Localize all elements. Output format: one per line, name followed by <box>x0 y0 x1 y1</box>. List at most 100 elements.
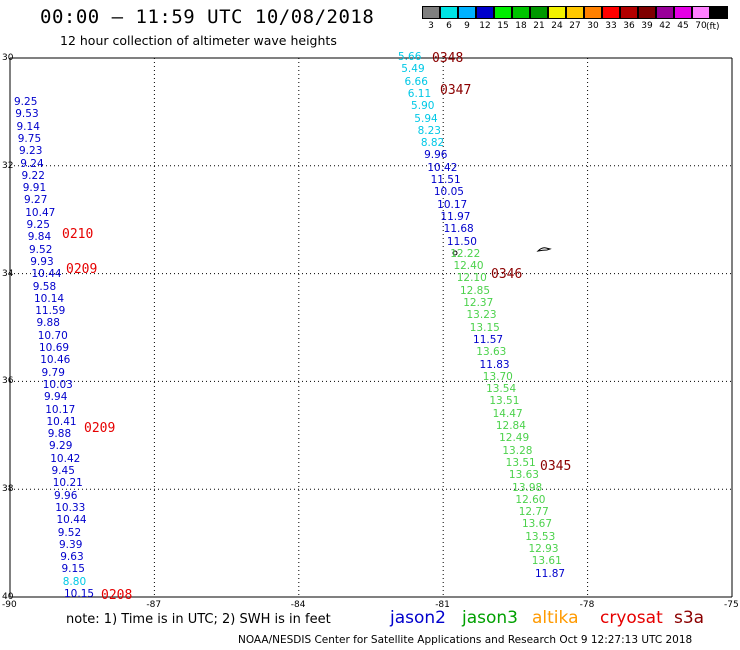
x-tick-label: -75 <box>724 600 739 610</box>
swh-value: 10.17 <box>437 198 468 211</box>
satellite-key-s3a: s3a <box>674 608 705 628</box>
pass-time-label: 0209 <box>66 262 98 277</box>
legend-label: 27 <box>569 21 581 31</box>
swh-value: 9.29 <box>49 440 73 453</box>
y-tick-label: 30 <box>2 53 14 63</box>
satellite-key-jason2: jason2 <box>390 608 446 628</box>
swh-value: 9.52 <box>57 526 82 539</box>
swh-value: 9.25 <box>14 96 38 108</box>
legend-color-box <box>583 6 602 19</box>
legend-color-box <box>691 6 710 19</box>
x-tick-label: -90 <box>2 600 17 610</box>
swh-value: 10.14 <box>34 292 65 305</box>
swh-value: 12.84 <box>495 420 526 432</box>
legend-label: 15 <box>497 21 509 31</box>
swh-value: 10.47 <box>25 206 56 219</box>
legend-color-box <box>439 6 458 19</box>
satellite-key-jason3: jason3 <box>462 608 518 628</box>
legend-label: 33 <box>605 21 617 31</box>
color-legend: 3 6 9 12 15 18 21 24 27 30 33 36 39 42 45 70 <box>421 6 728 31</box>
legend-label: 30 <box>587 21 599 31</box>
swh-value: 12.40 <box>453 260 484 273</box>
swh-value: 8.23 <box>417 124 441 137</box>
island-marker <box>452 250 458 256</box>
y-tick-label: 38 <box>2 484 14 495</box>
swh-value: 9.88 <box>36 317 60 330</box>
x-tick-label: -84 <box>290 600 306 610</box>
legend-label: 39 <box>641 21 653 31</box>
swh-value: 10.03 <box>42 378 73 391</box>
swh-value: 10.21 <box>52 477 83 490</box>
swh-value: 6.11 <box>407 87 432 100</box>
swh-value: 9.93 <box>30 255 54 268</box>
swh-value: 13.23 <box>466 309 497 322</box>
pass-time-label: 0210 <box>62 227 94 242</box>
swh-value: 13.63 <box>476 346 507 359</box>
swh-value: 9.39 <box>59 538 83 551</box>
page-title: 00:00 — 11:59 UTC 10/08/2018 <box>40 6 375 28</box>
legend-color-box <box>565 6 584 19</box>
footer-credit: NOAA/NESDIS Center for Satellite Applica… <box>238 634 693 646</box>
pass-time-label: 0346 <box>491 267 523 282</box>
swh-value: 11.51 <box>430 174 461 186</box>
legend-swatch: 21 <box>529 6 548 31</box>
legend-swatch: 39 <box>637 6 656 31</box>
swh-value: 11.59 <box>35 305 66 318</box>
swh-value: 9.58 <box>32 280 57 293</box>
swh-value: 6.66 <box>404 75 428 88</box>
legend-label: 6 <box>446 21 452 31</box>
swh-value: 12.49 <box>499 432 530 445</box>
swh-value: 12.93 <box>528 543 559 555</box>
swh-value: 13.61 <box>531 555 562 568</box>
swh-value: 9.15 <box>61 563 85 576</box>
legend-swatch: 30 <box>583 6 602 31</box>
swh-value: 11.97 <box>440 210 471 223</box>
swh-value: 5.94 <box>414 112 438 125</box>
swh-value: 14.47 <box>492 407 523 420</box>
legend-color-box <box>673 6 692 19</box>
legend-unit: (ft) <box>706 22 720 32</box>
legend-color-box <box>547 6 566 19</box>
swh-value: 10.15 <box>64 588 95 600</box>
y-tick-label: 32 <box>2 160 14 171</box>
legend-label: 9 <box>464 21 470 31</box>
swh-value: 9.22 <box>21 169 45 182</box>
pass-time-label: 0348 <box>432 51 464 66</box>
legend-swatch: 3 <box>421 6 440 31</box>
coastline-fragment <box>536 247 552 252</box>
y-tick-label: 40 <box>2 592 14 602</box>
pass-time-label: 0208 <box>101 588 133 603</box>
swh-value: 9.63 <box>60 551 84 564</box>
legend-color-box <box>493 6 512 19</box>
swh-value: 9.88 <box>47 428 72 441</box>
legend-label: 36 <box>623 21 635 31</box>
swh-value: 10.42 <box>50 452 81 465</box>
swh-value: 9.94 <box>44 391 68 404</box>
swh-value: 10.41 <box>46 415 77 428</box>
legend-swatch: 70 <box>691 6 710 31</box>
x-tick-label: -78 <box>579 600 595 610</box>
swh-value: 12.37 <box>463 297 494 309</box>
legend-color-box <box>475 6 494 19</box>
swh-value: 9.25 <box>26 219 50 231</box>
swh-value: 13.15 <box>469 321 500 334</box>
swh-value: 10.44 <box>56 514 87 527</box>
swh-value: 9.27 <box>24 194 48 207</box>
legend-color-box <box>511 6 530 19</box>
swh-value: 9.79 <box>41 366 65 379</box>
legend-color-box <box>655 6 674 19</box>
swh-value: 10.44 <box>31 268 62 281</box>
swh-value: 9.24 <box>20 157 44 170</box>
swh-value: 13.67 <box>521 518 552 531</box>
legend-swatch: 24 <box>547 6 566 31</box>
swh-value: 5.90 <box>411 100 435 113</box>
swh-value: 9.45 <box>51 465 75 477</box>
swh-value: 9.96 <box>54 489 78 502</box>
swh-value: 9.53 <box>15 108 39 121</box>
swh-value: 10.05 <box>433 186 464 199</box>
note-text: note: 1) Time is in UTC; 2) SWH is in fe… <box>66 612 331 627</box>
legend-color-box <box>601 6 620 19</box>
legend-swatch: 6 <box>439 6 458 31</box>
y-tick-label: 36 <box>2 376 14 387</box>
